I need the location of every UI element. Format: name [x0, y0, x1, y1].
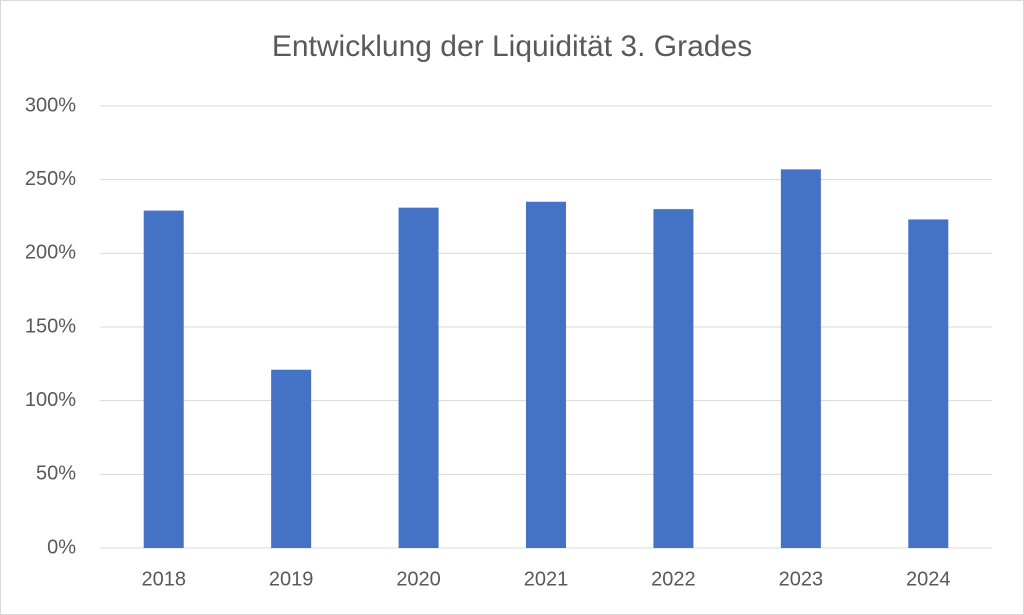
- bar: [143, 210, 184, 548]
- x-tick-label: 2021: [524, 568, 569, 590]
- x-tick-label: 2020: [396, 568, 441, 590]
- x-tick-label: 2022: [651, 568, 696, 590]
- y-tick-label: 250%: [25, 168, 76, 190]
- x-tick-label: 2024: [906, 568, 951, 590]
- bar: [908, 219, 949, 549]
- x-tick-label: 2019: [269, 568, 314, 590]
- x-tick-label: 2023: [779, 568, 824, 590]
- y-tick-label: 300%: [25, 94, 76, 116]
- chart-title: Entwicklung der Liquidität 3. Grades: [272, 30, 752, 63]
- y-tick-label: 150%: [25, 315, 76, 337]
- y-tick-label: 50%: [36, 463, 76, 485]
- bar: [780, 169, 821, 548]
- bar: [398, 207, 439, 548]
- x-tick-label: 2018: [141, 568, 186, 590]
- y-tick-label: 0%: [47, 536, 76, 558]
- y-tick-label: 100%: [25, 389, 76, 411]
- y-tick-label: 200%: [25, 242, 76, 264]
- bar: [271, 369, 312, 548]
- bar: [653, 209, 694, 548]
- bar: [526, 201, 566, 548]
